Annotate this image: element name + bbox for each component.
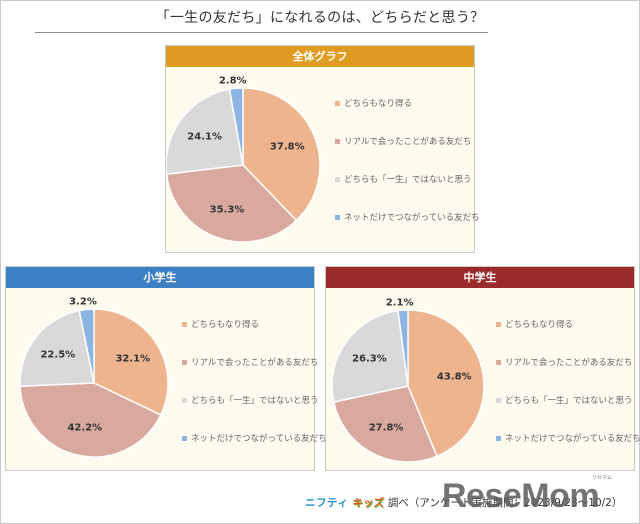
legend-label: どちらも「一生」ではないと思う xyxy=(505,396,633,406)
source-footer: ニフティ キッズ 調べ（アンケート実施期間：2023/9/23～10/2） xyxy=(305,495,622,510)
pie-data-label: 43.8% xyxy=(436,371,472,383)
pie-slice-real-life-friend xyxy=(332,385,438,463)
pie-data-label: 27.8% xyxy=(368,422,404,434)
legend-label: リアルで会ったことがある友だち xyxy=(344,137,472,147)
title-divider xyxy=(35,32,488,33)
pie-data-label: 3.2% xyxy=(69,296,97,308)
junior-high-pie-chart xyxy=(331,309,485,463)
overall-chart-panel: 全体グラフ どちらもなり得るリアルで会ったことがある友だち どちらも「一生」ではな… xyxy=(165,45,480,253)
legend-label: ネットだけでつながっている友だち xyxy=(191,434,327,444)
junior-high-chart-panel: 中学生 どちらもなり得るリアルで会ったことがある友だち どちらも「一生」ではないと… xyxy=(325,266,640,471)
resemom-watermark: ReseMom xyxy=(442,477,600,515)
pie-slice-neither-lifelong xyxy=(166,88,244,175)
overall-pie-chart xyxy=(166,87,321,243)
legend-swatch-icon xyxy=(335,100,340,106)
pie-slice-neither-lifelong xyxy=(19,309,95,388)
legend-item-both-possible: どちらもなり得る xyxy=(335,97,412,109)
legend-item-neither-lifelong: どちらも「一生」ではないと思う xyxy=(182,394,319,406)
junior-high-chart-header: 中学生 xyxy=(326,267,634,288)
legend-item-real-life-friend: リアルで会ったことがある友だち xyxy=(182,356,318,368)
legend-swatch-icon xyxy=(335,176,340,182)
page-title: 「一生の友だち」になれるのは、どちらだと思う？ xyxy=(155,10,485,26)
pie-data-label: 24.1% xyxy=(187,131,222,143)
legend-label: どちらもなり得る xyxy=(191,320,260,330)
legend-item-neither-lifelong: どちらも「一生」ではないと思う xyxy=(335,173,472,185)
legend-swatch-icon xyxy=(182,397,187,403)
legend-swatch-icon xyxy=(335,138,340,144)
legend-swatch-icon xyxy=(182,435,187,441)
legend-label: リアルで会ったことがある友だち xyxy=(191,358,319,368)
pie-slice-neither-lifelong xyxy=(331,309,409,404)
pie-slice-both-possible xyxy=(407,309,485,458)
pie-slice-both-possible xyxy=(93,308,169,416)
legend-label: リアルで会ったことがある友だち xyxy=(505,358,633,368)
pie-data-label: 32.1% xyxy=(115,353,151,365)
legend-item-real-life-friend: リアルで会ったことがある友だち xyxy=(496,356,632,368)
legend-item-both-possible: どちらもなり得る xyxy=(496,318,573,330)
nifty-brand-logo: ニフティ xyxy=(305,497,349,509)
legend-swatch-icon xyxy=(496,397,501,403)
elementary-pie-chart xyxy=(19,308,169,458)
pie-slice-real-life-friend xyxy=(19,382,162,458)
legend-item-both-possible: どちらもなり得る xyxy=(182,318,259,330)
pie-data-label: 42.2% xyxy=(67,422,103,434)
legend-item-online-only-friend: ネットだけでつながっている友だち xyxy=(335,211,480,223)
legend-item-online-only-friend: ネットだけでつながっている友だち xyxy=(496,432,640,444)
pie-data-label: 35.3% xyxy=(209,204,245,216)
kids-brand-logo: キッズ xyxy=(352,497,384,509)
legend-swatch-icon xyxy=(182,359,187,365)
pie-slice-both-possible xyxy=(242,87,321,222)
pie-data-label: 37.8% xyxy=(269,141,305,153)
legend-label: ネットだけでつながっている友だち xyxy=(505,434,640,444)
legend-label: どちらも「一生」ではないと思う xyxy=(344,175,472,185)
elementary-chart-header: 小学生 xyxy=(6,267,314,288)
resemom-watermark-ruby: リセマム xyxy=(592,475,613,481)
pie-slice-real-life-friend xyxy=(166,164,298,243)
legend-label: どちらも「一生」ではないと思う xyxy=(191,396,319,406)
pie-data-label: 22.5% xyxy=(40,349,76,361)
pie-slice-online-only-friend xyxy=(397,309,409,387)
legend-swatch-icon xyxy=(335,214,340,220)
survey-period-text: 調べ（アンケート実施期間：2023/9/23～10/2） xyxy=(387,497,623,509)
legend-swatch-icon xyxy=(496,359,501,365)
legend-swatch-icon xyxy=(496,435,501,441)
pie-data-label: 2.1% xyxy=(385,297,414,309)
legend-label: ネットだけでつながっている友だち xyxy=(344,213,480,223)
legend-label: どちらもなり得る xyxy=(344,99,413,109)
legend-item-real-life-friend: リアルで会ったことがある友だち xyxy=(335,135,471,147)
legend-swatch-icon xyxy=(496,321,501,327)
elementary-chart-panel: 小学生 どちらもなり得るリアルで会ったことがある友だち どちらも「一生」ではないと… xyxy=(5,266,327,471)
legend-label: どちらもなり得る xyxy=(505,320,574,330)
pie-data-label: 2.8% xyxy=(218,75,247,87)
pie-slice-online-only-friend xyxy=(78,308,95,384)
pie-slice-online-only-friend xyxy=(228,87,244,166)
pie-data-label: 26.3% xyxy=(352,353,387,365)
legend-swatch-icon xyxy=(182,321,187,327)
overall-chart-header: 全体グラフ xyxy=(166,46,474,67)
legend-item-online-only-friend: ネットだけでつながっている友だち xyxy=(182,432,327,444)
legend-item-neither-lifelong: どちらも「一生」ではないと思う xyxy=(496,394,633,406)
